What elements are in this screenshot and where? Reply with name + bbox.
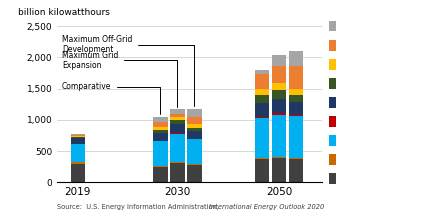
Bar <box>153 166 168 167</box>
Bar <box>272 90 286 99</box>
Bar <box>255 158 269 159</box>
Bar <box>272 99 286 113</box>
Bar <box>272 83 286 90</box>
Bar <box>170 120 184 124</box>
Bar <box>255 117 269 118</box>
Bar <box>272 66 286 83</box>
Bar <box>71 135 85 136</box>
Bar <box>187 165 202 182</box>
Bar <box>289 116 303 158</box>
Bar <box>255 89 269 95</box>
Bar <box>153 130 168 133</box>
Bar <box>255 118 269 158</box>
Bar <box>289 66 303 89</box>
Bar <box>71 134 85 135</box>
Bar <box>71 164 85 182</box>
Bar <box>289 158 303 159</box>
Text: Maximum Off-Grid
Development: Maximum Off-Grid Development <box>62 35 194 106</box>
Text: Maximum Grid
Expansion: Maximum Grid Expansion <box>62 51 177 107</box>
Bar <box>289 89 303 95</box>
Bar <box>170 124 184 133</box>
Bar <box>153 127 168 130</box>
Bar <box>187 124 202 128</box>
Bar <box>71 138 85 144</box>
Bar <box>71 162 85 164</box>
Bar <box>153 141 168 166</box>
Bar <box>272 113 286 115</box>
Bar <box>187 131 202 139</box>
Bar <box>272 157 286 158</box>
Bar <box>289 51 303 66</box>
Bar <box>255 70 269 74</box>
Bar <box>71 136 85 137</box>
Bar <box>170 117 184 120</box>
Bar <box>170 133 184 162</box>
Bar <box>187 128 202 131</box>
Bar <box>170 114 184 117</box>
Bar <box>153 122 168 127</box>
Bar <box>289 115 303 116</box>
Bar <box>272 115 286 157</box>
Bar <box>153 133 168 141</box>
Bar <box>272 158 286 182</box>
Bar <box>289 95 303 102</box>
Text: International Energy Outlook 2020: International Energy Outlook 2020 <box>209 204 325 210</box>
Bar <box>187 164 202 165</box>
Bar <box>255 103 269 117</box>
Bar <box>170 162 184 163</box>
Bar <box>187 117 202 124</box>
Text: billion kilowatthours: billion kilowatthours <box>18 8 109 17</box>
Bar <box>153 117 168 122</box>
Bar <box>187 109 202 117</box>
Bar <box>153 167 168 182</box>
Bar <box>272 55 286 66</box>
Bar <box>255 95 269 103</box>
Bar <box>289 159 303 182</box>
Bar <box>170 163 184 182</box>
Text: Source:  U.S. Energy Information Administration,: Source: U.S. Energy Information Administ… <box>57 204 221 210</box>
Text: Comparative: Comparative <box>62 82 161 114</box>
Bar <box>71 137 85 138</box>
Bar <box>170 109 184 114</box>
Bar <box>255 74 269 89</box>
Bar <box>71 144 85 162</box>
Bar <box>187 139 202 164</box>
Text: eia: eia <box>10 196 28 206</box>
Bar <box>255 159 269 182</box>
Bar <box>289 102 303 115</box>
